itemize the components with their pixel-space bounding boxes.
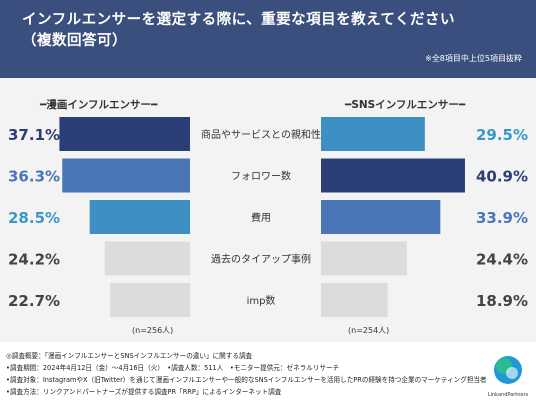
right-series-label: ━SNSインフルエンサー━ [345,99,466,111]
value-label-right-3: 24.4% [476,251,528,269]
left-sample-size: (n=256人) [132,326,174,335]
title-note: ※全8項目中上位5項目抜粋 [425,54,522,63]
footer-line: ◎調査概要：「漫画インフルエンサーとSNSインフルエンサーの違い」に関する調査 [6,352,253,360]
value-label-right-0: 29.5% [476,126,528,144]
value-label-right-1: 40.9% [476,168,528,186]
footer-line: •調査期間：2024年4月12日（金）〜4月16日（火） •調査人数：511人 … [6,364,340,372]
bar-right-2 [321,200,441,234]
title-line-1: インフルエンサーを選定する際に、重要な項目を教えてください [22,12,455,28]
bar-right-4 [321,283,388,317]
footer-line: •調査方法：リンクアンドパートナーズが提供する調査PR「RRP」によるインターネ… [6,388,282,396]
category-label-0: 商品やサービスとの親和性 [201,128,321,141]
bar-left-3 [104,241,190,276]
category-label-3: 過去のタイアップ事例 [211,253,311,266]
value-label-left-4: 22.7% [8,292,60,310]
right-sample-size: (n=254人) [348,326,390,335]
bar-right-1 [321,158,465,193]
value-label-left-3: 24.2% [8,251,60,269]
value-label-left-1: 36.3% [8,168,60,186]
footer-line: •調査対象：InstagramやX（旧Twitter）を通じて漫画インフルエンサ… [6,376,487,384]
value-label-left-2: 28.5% [8,209,60,227]
category-label-4: imp数 [247,294,276,307]
company-logo: LinkandPartners [488,356,529,398]
value-label-right-2: 33.9% [476,209,528,227]
chart-title: インフルエンサーを選定する際に、重要な項目を教えてください （複数回答可） [22,10,522,52]
bar-left-1 [62,158,190,193]
category-label-1: フォロワー数 [231,170,291,183]
left-series-label: ━漫画インフルエンサー━ [40,99,158,111]
logo-text: LinkandPartners [488,392,529,398]
bar-right-0 [321,117,425,151]
category-label-2: 費用 [251,211,271,224]
bar-right-3 [321,241,407,276]
header-banner: インフルエンサーを選定する際に、重要な項目を教えてください （複数回答可） ※全… [0,0,536,78]
value-label-left-0: 37.1% [8,126,60,144]
bar-left-0 [59,117,190,151]
value-label-right-4: 18.9% [476,292,528,310]
survey-footer: ◎調査概要：「漫画インフルエンサーとSNSインフルエンサーの違い」に関する調査 … [6,350,487,398]
bar-left-2 [89,200,190,234]
title-line-2: （複数回答可） [22,33,127,49]
bar-left-4 [110,283,190,317]
